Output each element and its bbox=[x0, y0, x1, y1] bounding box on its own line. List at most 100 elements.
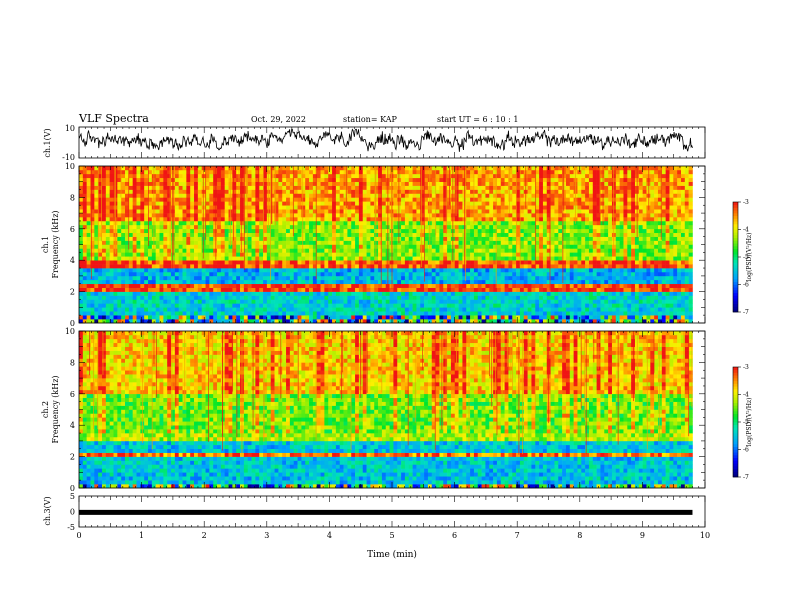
ch1-spectrogram-cell bbox=[335, 205, 341, 210]
ch1-spectrogram-cell bbox=[381, 275, 387, 281]
ch1-spectrogram-cell bbox=[117, 279, 122, 285]
ch1-spectrogram-cell bbox=[347, 279, 352, 285]
ch1-spectrogram-cell bbox=[435, 236, 440, 241]
ch1-spectrogram-cell bbox=[332, 299, 337, 304]
ch1-spectrogram-cell bbox=[240, 224, 245, 230]
ch1-spectrogram-cell bbox=[82, 299, 87, 304]
ch1-spectrogram-cell bbox=[535, 303, 540, 308]
ch1-spectrogram-cell bbox=[324, 177, 329, 182]
ch1-spectrogram-cell bbox=[282, 244, 287, 249]
ch1-spectrogram-cell bbox=[374, 224, 379, 230]
ch1-spectrogram-cell bbox=[217, 213, 222, 218]
ch1-spectrogram-cell bbox=[102, 303, 107, 308]
ch1-spectrogram-cell bbox=[535, 260, 540, 265]
ch1-spectrogram-cell bbox=[148, 291, 153, 296]
ch1-spectrogram-cell bbox=[496, 181, 502, 186]
ch1-spectrogram-cell bbox=[493, 299, 498, 304]
ch1-spectrogram-cell bbox=[523, 209, 528, 214]
ch1-spectrogram-cell bbox=[228, 260, 233, 265]
ch1-spectrogram-cell bbox=[496, 217, 502, 222]
ch1-spectrogram-cell bbox=[305, 189, 310, 194]
ch1-spectrogram-cell bbox=[163, 166, 168, 171]
ch1-spectrogram-cell bbox=[477, 185, 482, 190]
ch1-spectrogram-cell bbox=[125, 303, 130, 308]
ch1-spectrogram-cell bbox=[125, 181, 130, 186]
ch1-spectrogram-cell bbox=[186, 279, 191, 285]
ch1-spectrogram-cell bbox=[251, 291, 256, 296]
ch1-spectrogram-cell bbox=[213, 252, 218, 257]
ch1-spectrogram-cell bbox=[355, 307, 360, 312]
ch1-spectrogram-cell bbox=[458, 217, 463, 222]
ch1-spectrogram-cell bbox=[523, 268, 528, 273]
ch1-spectrogram-cell bbox=[82, 279, 87, 285]
ch1-spectrogram-cell bbox=[251, 268, 256, 273]
ch1-spectrogram-cell bbox=[117, 264, 122, 269]
ch1-spectrogram-cell bbox=[412, 217, 417, 222]
ch1-spectrogram-cell bbox=[98, 248, 103, 253]
ch1-spectrogram-cell bbox=[504, 256, 509, 261]
ch1-spectrogram-cell bbox=[485, 181, 490, 186]
ch1-spectrogram-cell bbox=[171, 244, 176, 249]
ch1-spectrogram-cell bbox=[155, 232, 160, 237]
ch1-spectrogram-cell bbox=[335, 220, 341, 226]
ch1-spectrogram-cell bbox=[121, 232, 126, 237]
ch1-spectrogram-cell bbox=[232, 240, 237, 245]
ch1-spectrogram-cell bbox=[289, 295, 295, 300]
ch1-spectrogram-cell bbox=[358, 264, 364, 269]
ch1-spectrogram-cell bbox=[117, 169, 122, 175]
ch1-spectrogram-cell bbox=[266, 193, 272, 198]
ch1-spectrogram-cell bbox=[132, 205, 137, 210]
ch1-spectrogram-cell bbox=[531, 287, 536, 292]
ch1-spectrogram-cell bbox=[320, 264, 325, 269]
ch1-spectrogram-cell bbox=[443, 228, 448, 234]
ch1-spectrogram-cell bbox=[117, 240, 122, 245]
ch1-spectrogram-cell bbox=[316, 271, 321, 277]
ch1-spectrogram-cell bbox=[167, 319, 172, 324]
ch1-spectrogram-cell bbox=[362, 173, 367, 179]
ch1-spectrogram-cell bbox=[366, 228, 371, 234]
ch1-spectrogram-cell bbox=[393, 169, 398, 175]
ch1-spectrogram-cell bbox=[523, 311, 528, 316]
ch1-spectrogram-cell bbox=[270, 299, 275, 304]
ch1-spectrogram-cell bbox=[516, 189, 521, 194]
ch1-spectrogram-cell bbox=[286, 197, 291, 202]
ch1-spectrogram-cell bbox=[481, 193, 486, 198]
ch1-spectrogram-cell bbox=[270, 220, 275, 226]
ch1-spectrogram-cell bbox=[194, 295, 199, 300]
ch1-spectrogram-cell bbox=[217, 220, 222, 226]
ch1-spectrogram-cell bbox=[435, 268, 440, 273]
ch1-spectrogram-cell bbox=[404, 287, 410, 292]
ch1-spectrogram-cell bbox=[167, 228, 172, 234]
ch1-spectrogram-cell bbox=[297, 169, 302, 175]
ch1-spectrogram-cell bbox=[121, 271, 126, 277]
ch1-spectrogram-cell bbox=[305, 311, 310, 316]
ch1-spectrogram-cell bbox=[286, 295, 291, 300]
ch1-spectrogram-cell bbox=[270, 205, 275, 210]
ch1-spectrogram-cell bbox=[378, 228, 383, 234]
ch1-spectrogram-cell bbox=[297, 303, 302, 308]
ch1-spectrogram-cell bbox=[316, 307, 321, 312]
ch1-spectrogram-cell bbox=[397, 236, 402, 241]
ch1-spectrogram-cell bbox=[140, 256, 145, 261]
ch1-spectrogram-cell bbox=[504, 315, 509, 320]
ch1-spectrogram-cell bbox=[378, 193, 383, 198]
ch1-spectrogram-cell bbox=[132, 260, 137, 265]
ch1-spectrogram-cell bbox=[374, 201, 379, 206]
ch1-spectrogram-cell bbox=[182, 291, 187, 296]
ch1-spectrogram-cell bbox=[366, 240, 371, 245]
ch1-spectrogram-cell bbox=[259, 197, 264, 202]
ch1-spectrogram-cell bbox=[79, 264, 84, 269]
ch1-spectrogram-cell bbox=[397, 256, 402, 261]
ch1-spectrogram-cell bbox=[163, 189, 168, 194]
ch1-spectrogram-cell bbox=[255, 213, 260, 218]
ch1-spectrogram-cell bbox=[132, 185, 137, 190]
ch1-spectrogram-cell bbox=[274, 177, 279, 182]
ch1-spectrogram-cell bbox=[316, 315, 321, 320]
ch1-spectrogram-cell bbox=[94, 193, 99, 198]
ch1-spectrogram-cell bbox=[159, 169, 164, 175]
ch1-spectrogram-cell bbox=[458, 173, 463, 179]
ch1-spectrogram-cell bbox=[174, 228, 179, 234]
ch1-spectrogram-cell bbox=[167, 248, 172, 253]
ch1-spectrogram-cell bbox=[412, 279, 417, 285]
ch1-spectrogram-cell bbox=[527, 287, 532, 292]
